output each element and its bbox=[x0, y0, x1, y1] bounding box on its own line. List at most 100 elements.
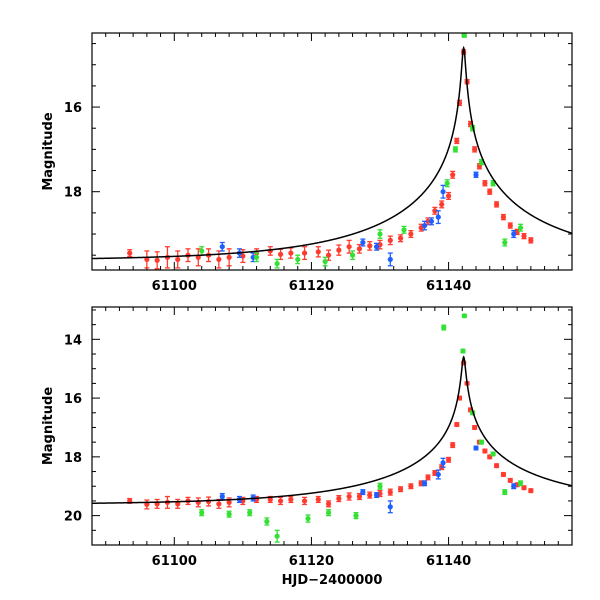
data-point-green bbox=[502, 239, 508, 246]
model-curve bbox=[92, 355, 572, 504]
y-axis-label: Magnitude bbox=[41, 387, 56, 466]
data-point-red bbox=[482, 180, 488, 186]
data-point-red bbox=[154, 257, 160, 263]
data-point-red bbox=[472, 424, 478, 431]
data-point-blue bbox=[473, 445, 479, 451]
data-point-red bbox=[367, 243, 373, 249]
data-point-red bbox=[445, 457, 452, 463]
data-point-red bbox=[397, 235, 404, 241]
x-tick-label: 61100 bbox=[152, 554, 197, 569]
data-point-red bbox=[472, 146, 478, 152]
data-point-red bbox=[450, 172, 456, 178]
data-point-blue bbox=[435, 471, 441, 478]
data-point-green bbox=[226, 511, 232, 517]
data-point-green bbox=[517, 480, 524, 486]
data-point-blue bbox=[440, 460, 446, 466]
data-point-red bbox=[325, 252, 332, 258]
data-point-red bbox=[277, 498, 284, 504]
data-point-red bbox=[387, 489, 393, 495]
data-point-blue bbox=[360, 489, 366, 495]
data-point-red bbox=[493, 463, 500, 469]
data-point-green bbox=[325, 510, 332, 516]
data-point-red bbox=[127, 250, 133, 256]
data-point-red bbox=[226, 499, 232, 505]
data-point-green bbox=[460, 348, 466, 354]
data-point-red bbox=[500, 214, 507, 220]
data-point-blue bbox=[421, 222, 428, 229]
data-point-red bbox=[356, 493, 363, 500]
data-point-green bbox=[247, 510, 253, 516]
data-point-green bbox=[295, 256, 301, 263]
x-tick-label: 61140 bbox=[426, 279, 471, 294]
data-point-green bbox=[461, 313, 467, 319]
data-point-green bbox=[274, 533, 280, 539]
data-point-red bbox=[175, 256, 181, 263]
bottom-panel: 61100 61120 61140 14 16 18 20 Magnitude HJD−2400… bbox=[41, 306, 573, 588]
data-point-red bbox=[367, 492, 373, 498]
data-point-green bbox=[253, 254, 260, 260]
x-axis-label: HJD−2400000 bbox=[282, 573, 383, 588]
data-point-red bbox=[450, 442, 456, 448]
data-point-red bbox=[408, 483, 414, 489]
data-point-blue bbox=[360, 239, 366, 246]
data-point-red bbox=[356, 246, 363, 252]
series-green bbox=[199, 313, 524, 543]
data-point-green bbox=[264, 518, 270, 525]
data-layer bbox=[127, 33, 534, 270]
top-panel: 61100 61120 61140 16 18 Magnitude bbox=[41, 32, 573, 294]
data-point-red bbox=[425, 474, 431, 481]
data-point-red bbox=[487, 189, 493, 195]
data-point-red bbox=[528, 488, 534, 494]
y-axis-label: Magnitude bbox=[41, 112, 56, 191]
data-point-blue bbox=[387, 256, 393, 263]
data-point-blue bbox=[373, 492, 380, 498]
data-point-blue bbox=[421, 480, 428, 486]
data-point-green bbox=[441, 324, 447, 331]
data-point-red bbox=[301, 250, 308, 256]
data-point-blue bbox=[428, 218, 435, 224]
data-point-red bbox=[387, 237, 393, 243]
data-layer bbox=[127, 313, 534, 543]
data-point-green bbox=[444, 180, 450, 186]
data-point-green bbox=[377, 483, 383, 489]
series-blue bbox=[219, 171, 517, 267]
model-curve bbox=[92, 45, 572, 260]
data-point-green bbox=[322, 258, 328, 265]
data-point-blue bbox=[435, 214, 441, 220]
data-point-red bbox=[216, 501, 222, 507]
data-point-red bbox=[346, 493, 352, 500]
y-tick-label: 18 bbox=[64, 186, 82, 201]
data-point-green bbox=[502, 489, 508, 495]
data-point-green bbox=[274, 261, 280, 267]
data-point-green bbox=[305, 515, 311, 522]
data-point-blue bbox=[511, 231, 517, 237]
x-tick-label: 61120 bbox=[289, 279, 334, 294]
series-red bbox=[127, 360, 534, 510]
data-point-red bbox=[454, 138, 460, 144]
series-blue bbox=[219, 445, 517, 514]
y-tick-label: 14 bbox=[64, 333, 82, 348]
data-point-red bbox=[277, 251, 284, 257]
data-point-green bbox=[517, 225, 524, 231]
axis-ticks bbox=[91, 33, 573, 270]
data-point-red bbox=[493, 201, 500, 208]
data-point-red bbox=[175, 501, 181, 507]
data-point-red bbox=[346, 244, 352, 250]
data-point-red bbox=[397, 486, 404, 492]
data-point-blue bbox=[219, 244, 225, 250]
data-point-red bbox=[315, 496, 321, 503]
data-point-green bbox=[199, 510, 205, 516]
data-point-green bbox=[452, 146, 459, 152]
plot-frame bbox=[91, 32, 573, 271]
data-point-blue bbox=[387, 504, 393, 510]
data-point-green bbox=[461, 33, 467, 38]
data-point-red bbox=[454, 421, 460, 428]
data-point-green bbox=[377, 231, 383, 237]
data-point-green bbox=[199, 248, 205, 254]
data-point-blue bbox=[219, 493, 225, 500]
y-tick-label: 16 bbox=[64, 101, 82, 116]
data-point-red bbox=[336, 495, 342, 502]
x-tick-label: 61120 bbox=[289, 554, 334, 569]
data-point-red bbox=[507, 477, 513, 483]
data-point-red bbox=[205, 498, 212, 505]
